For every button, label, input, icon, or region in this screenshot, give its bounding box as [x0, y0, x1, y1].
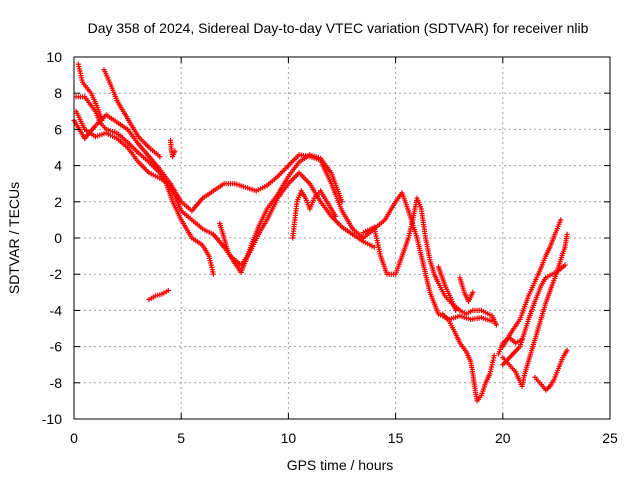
series-track-o [500, 262, 568, 368]
series-track-g [146, 287, 171, 303]
series-track-k [440, 311, 497, 404]
x-tick-label: 0 [70, 430, 78, 446]
data-point [453, 307, 459, 313]
x-axis-label: GPS time / hours [287, 457, 394, 473]
y-tick-label: 10 [46, 49, 62, 65]
data-point [491, 353, 497, 359]
series-track-f [167, 137, 178, 160]
y-tick-label: 6 [54, 121, 62, 137]
x-tick-label: 10 [281, 430, 297, 446]
data-point [371, 244, 377, 250]
y-tick-label: -10 [42, 411, 62, 427]
data-point [470, 289, 476, 295]
data-point [333, 213, 339, 219]
data-points [71, 61, 570, 404]
data-point [519, 336, 525, 342]
x-tick-label: 25 [602, 430, 618, 446]
data-point [210, 271, 216, 277]
data-point [157, 154, 163, 160]
series-track-d [75, 61, 105, 123]
series-track-b [71, 112, 495, 324]
data-point [564, 231, 570, 237]
series-track-i [290, 188, 339, 241]
series-track-c [73, 94, 216, 277]
chart-title: Day 358 of 2024, Sidereal Day-to-day VTE… [88, 20, 589, 36]
data-point [99, 117, 105, 123]
data-point [562, 262, 568, 268]
y-tick-label: -8 [50, 375, 63, 391]
y-tick-label: 2 [54, 194, 62, 210]
x-tick-label: 5 [177, 430, 185, 446]
y-tick-label: -2 [50, 266, 63, 282]
data-point [493, 322, 499, 328]
y-tick-label: -6 [50, 339, 63, 355]
data-point [564, 347, 570, 353]
series-track-n [500, 217, 564, 350]
data-point [558, 217, 564, 223]
series-track-r [495, 334, 525, 357]
y-tick-label: -4 [50, 302, 63, 318]
data-point [165, 287, 171, 294]
series-track-l [435, 264, 459, 313]
data-point [172, 148, 178, 154]
series-track-j [360, 195, 499, 328]
data-point [339, 199, 345, 205]
y-tick-label: 4 [54, 158, 62, 174]
series-track-h [217, 152, 345, 275]
x-tick-label: 15 [388, 430, 404, 446]
x-tick-label: 20 [495, 430, 511, 446]
y-axis-label: SDTVAR / TECUs [6, 182, 22, 294]
axis-ticks: 0 5 10 15 20 25 -10 -8 -6 -4 -2 0 2 4 6 8 10 [42, 49, 618, 446]
series-track-q [532, 347, 570, 393]
series-track-m [457, 275, 476, 304]
y-tick-label: 0 [54, 230, 62, 246]
series-track-e [101, 67, 163, 160]
series-track-p [500, 231, 570, 389]
y-tick-label: 8 [54, 85, 62, 101]
